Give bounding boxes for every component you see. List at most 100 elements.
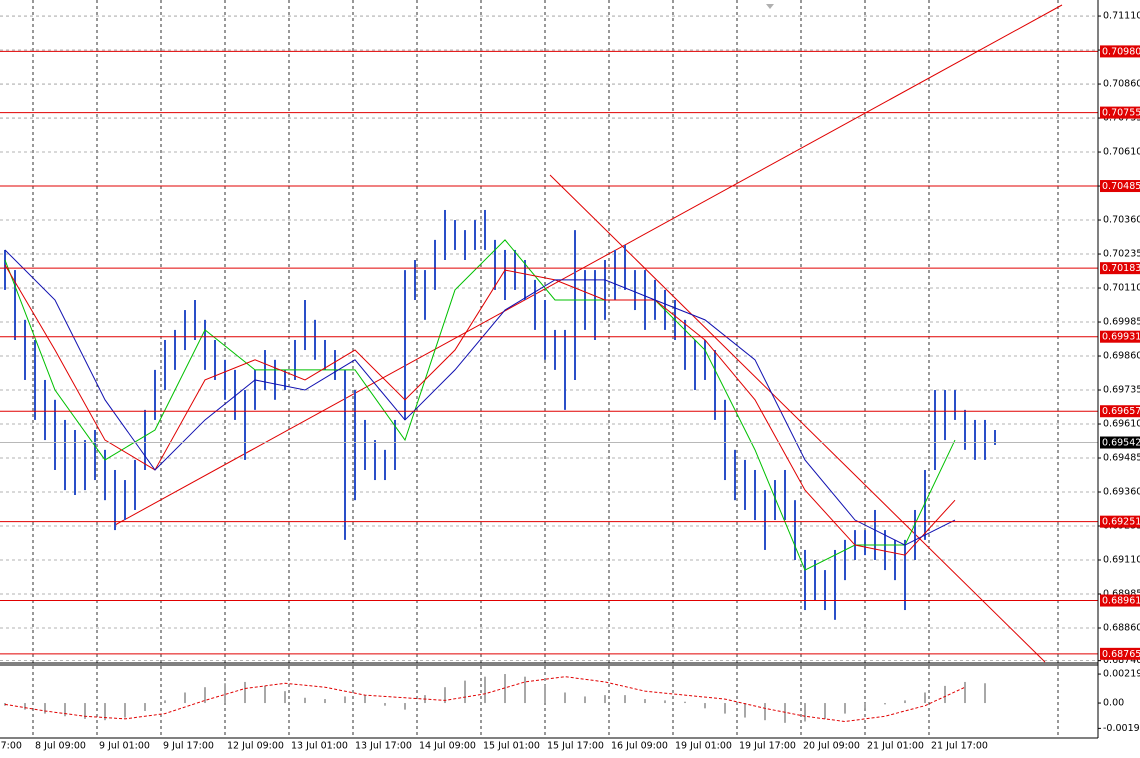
histogram-bar: [384, 703, 386, 706]
axis: 7 Jul 17:00 8 Jul 09:00 9 Jul 01:00 9 Jul 1…: [0, 11, 1140, 752]
x-tick-label: 19 Jul 17:00: [739, 741, 796, 752]
y-tick-label: 0.68985: [1103, 589, 1140, 600]
trend-line: [549, 174, 1046, 663]
y-tick-label: 0.69610: [1103, 419, 1140, 430]
histogram-bar: [544, 684, 546, 704]
histogram-bar: [484, 676, 486, 704]
marks: [0, 50, 1098, 723]
moving-average: [4, 239, 956, 571]
level-label-box: [1100, 45, 1140, 58]
x-tick-label: 14 Jul 09:00: [419, 741, 476, 752]
shift-marker: [766, 4, 774, 9]
histogram-bar: [324, 699, 326, 704]
signal-line: [4, 676, 966, 723]
histogram-bar: [964, 681, 966, 704]
level-label-box: [1100, 647, 1140, 660]
x-tick-label: 19 Jul 01:00: [675, 741, 732, 752]
level-label-box: [1100, 106, 1140, 119]
histogram-bar: [724, 703, 726, 714]
y-tick-label: 0.70610: [1103, 147, 1140, 158]
y-tick-label: 0.69485: [1103, 453, 1140, 464]
histogram-bar: [204, 687, 206, 704]
histogram-bar: [624, 695, 626, 704]
level-label: 0.69251: [1102, 517, 1140, 528]
histogram-bar: [504, 674, 506, 704]
histogram-bar: [644, 699, 646, 704]
histogram-bar: [884, 703, 886, 705]
histogram-bar: [664, 700, 666, 704]
histogram-bar: [984, 683, 986, 704]
histogram-bar: [444, 687, 446, 704]
histogram-bar: [404, 703, 406, 710]
level-label: 0.69657: [1102, 406, 1140, 417]
y-tick-label: 0.70860: [1103, 79, 1140, 90]
level-label-box: [1100, 405, 1140, 418]
histogram-bar: [364, 695, 366, 704]
histogram-bar: [824, 703, 826, 719]
price-label: 0.69542: [1102, 438, 1140, 449]
moving-average: [4, 249, 956, 546]
x-tick-label: 20 Jul 09:00: [803, 741, 860, 752]
y-tick-label: 0.71110: [1103, 11, 1140, 22]
x-tick-label: 12 Jul 09:00: [227, 741, 284, 752]
level-label: 0.70755: [1102, 108, 1140, 119]
x-tick-label: 15 Jul 17:00: [547, 741, 604, 752]
histogram-bar: [844, 703, 846, 714]
y-tick-label: 0.68740: [1103, 655, 1140, 666]
price-label-box: [1100, 436, 1140, 449]
histogram-bar: [104, 703, 106, 721]
histogram-bar: [604, 695, 606, 704]
y-tick-label: 0.00: [1103, 698, 1124, 709]
x-tick-label: 21 Jul 17:00: [931, 741, 988, 752]
x-tick-label: 15 Jul 01:00: [483, 741, 540, 752]
histogram-bar: [784, 703, 786, 723]
histogram-bar: [244, 681, 246, 704]
y-tick-label: 0.002197: [1103, 669, 1140, 680]
x-tick-label: 21 Jul 01:00: [867, 741, 924, 752]
y-tick-label: 0.70235: [1103, 249, 1140, 260]
histogram-bar: [344, 696, 346, 704]
histogram-bar: [684, 701, 686, 704]
histogram-bar: [764, 703, 766, 721]
x-tick-label: 8 Jul 09:00: [35, 741, 86, 752]
histogram-bar: [124, 703, 126, 718]
moving-average: [4, 264, 956, 556]
y-tick-label: 0.70360: [1103, 215, 1140, 226]
histogram-bar: [184, 692, 186, 704]
y-tick-label: 0.70110: [1103, 283, 1140, 294]
histogram-bar: [944, 685, 946, 704]
level-label: 0.70485: [1102, 181, 1140, 192]
histogram-bar: [144, 703, 146, 711]
x-tick-label: 13 Jul 17:00: [355, 741, 412, 752]
y-tick-label: 0.69360: [1103, 487, 1140, 498]
y-tick-label: 0.69860: [1103, 351, 1140, 362]
level-label-box: [1100, 515, 1140, 528]
histogram-bar: [564, 692, 566, 704]
x-tick-label: 9 Jul 01:00: [99, 741, 150, 752]
trend-line: [114, 4, 1063, 526]
histogram-bar: [264, 685, 266, 704]
histogram-bar: [524, 676, 526, 704]
x-tick-label: 7 Jul 17:00: [0, 741, 22, 752]
histogram-bar: [804, 703, 806, 722]
y-tick-label: 0.68860: [1103, 623, 1140, 634]
histogram-bar: [64, 703, 66, 717]
level-label: 0.70183: [1102, 263, 1140, 274]
histogram-bar: [744, 703, 746, 718]
histogram-bar: [704, 703, 706, 709]
y-tick-label: 0.69735: [1103, 385, 1140, 396]
level-label-box: [1100, 594, 1140, 607]
level-label: 0.69931: [1102, 332, 1140, 343]
x-tick-label: 16 Jul 09:00: [611, 741, 668, 752]
x-tick-label: 9 Jul 17:00: [163, 741, 214, 752]
level-label-box: [1100, 180, 1140, 193]
histogram-bar: [84, 703, 86, 719]
level-label-box: [1100, 262, 1140, 275]
level-label: 0.68765: [1102, 649, 1140, 660]
level-label: 0.70980: [1102, 46, 1140, 57]
histogram-bar: [304, 697, 306, 704]
histogram-bar: [924, 692, 926, 704]
histogram-bar: [904, 700, 906, 704]
